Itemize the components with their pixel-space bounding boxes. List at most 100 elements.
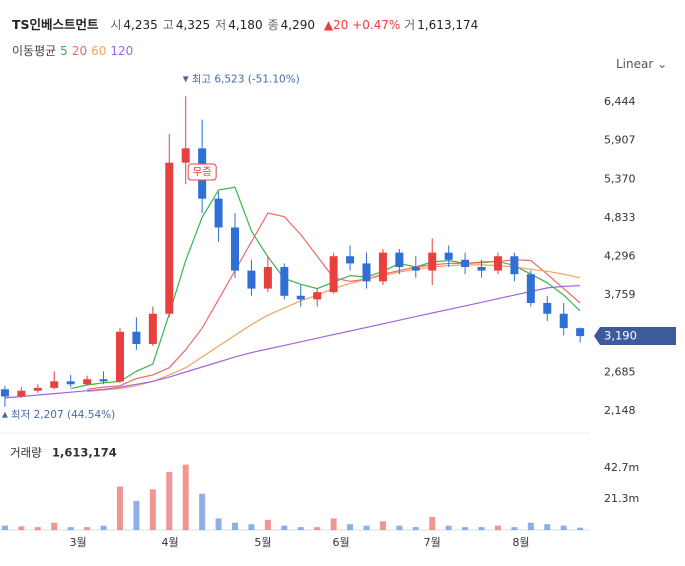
high-marker bbox=[182, 76, 189, 83]
candle-body bbox=[66, 381, 75, 385]
candle-body bbox=[83, 379, 92, 385]
candle-body bbox=[395, 252, 404, 268]
scale-button[interactable]: Linear ⌄ bbox=[616, 57, 668, 71]
volume-bar bbox=[330, 518, 337, 530]
scale-text: Linear bbox=[616, 57, 654, 71]
x-tick-label: 8월 bbox=[512, 536, 529, 549]
x-tick-label: 7월 bbox=[424, 536, 441, 549]
volume-bar bbox=[379, 521, 386, 530]
y-tick-label: 3,759 bbox=[604, 288, 636, 301]
candle-body bbox=[411, 267, 420, 271]
y-tick-label: 5,907 bbox=[604, 134, 636, 147]
volume-bar bbox=[84, 527, 91, 530]
candle-body bbox=[99, 379, 108, 382]
event-label: 무증 bbox=[192, 166, 212, 178]
quote-list: 시 4,235 고 4,325 저 4,180 종 4,290 bbox=[110, 18, 320, 32]
candle-body bbox=[263, 267, 272, 289]
candle-body bbox=[296, 295, 305, 300]
quote: 종 4,290 bbox=[268, 18, 315, 32]
volume-bar bbox=[412, 527, 419, 530]
candle-body bbox=[50, 381, 59, 388]
candle-body bbox=[559, 313, 568, 329]
candle-body bbox=[329, 256, 338, 293]
volume-bar bbox=[396, 525, 403, 530]
y-tick-label: 6,444 bbox=[604, 95, 636, 108]
quote-label: 시 bbox=[110, 18, 122, 32]
volume-bar bbox=[34, 527, 41, 530]
volume-value: 1,613,174 bbox=[417, 18, 479, 32]
volume-bar bbox=[67, 527, 74, 530]
last-price-label: 3,190 bbox=[604, 329, 637, 343]
candle-body bbox=[362, 263, 371, 282]
volume-title: 거래량 bbox=[10, 446, 42, 460]
volume-bar bbox=[478, 527, 485, 530]
volume-tick-label: 42.7m bbox=[604, 461, 639, 474]
candle-body bbox=[165, 162, 174, 314]
ma-legend: 이동평균 5 20 60 120 bbox=[12, 42, 137, 59]
candle-body bbox=[0, 389, 9, 397]
ma-line bbox=[70, 186, 581, 390]
x-tick-label: 6월 bbox=[332, 536, 349, 549]
candle-body bbox=[33, 387, 42, 391]
volume-bar bbox=[264, 519, 271, 530]
volume-bar bbox=[100, 525, 107, 530]
candle-body bbox=[576, 328, 585, 337]
ma-legend-item: 60 bbox=[91, 44, 107, 58]
candle-body bbox=[214, 198, 223, 228]
volume-bar bbox=[182, 464, 189, 530]
volume-value: 1,613,174 bbox=[52, 446, 117, 460]
volume-bar bbox=[149, 489, 156, 530]
volume-bar bbox=[494, 525, 501, 530]
quote: 고 4,325 bbox=[163, 18, 210, 32]
candle-body bbox=[428, 252, 437, 271]
candle-body bbox=[115, 331, 124, 382]
y-tick-label: 4,833 bbox=[604, 211, 636, 224]
candle-body bbox=[231, 227, 240, 271]
candle-body bbox=[181, 148, 190, 163]
ma-line bbox=[4, 285, 581, 399]
volume-bar bbox=[51, 522, 58, 530]
volume-bar bbox=[577, 527, 584, 530]
volume-bar bbox=[314, 527, 321, 530]
volume-bar bbox=[116, 486, 123, 530]
volume-bar bbox=[347, 524, 354, 530]
quote-value: 4,235 bbox=[123, 18, 158, 32]
volume-bar bbox=[429, 516, 436, 530]
quote-label: 종 bbox=[267, 18, 279, 32]
volume-bar bbox=[133, 500, 140, 530]
candle-body bbox=[247, 270, 256, 289]
change-pct: +0.47% bbox=[352, 18, 401, 32]
quote-label: 고 bbox=[162, 18, 174, 32]
quote-label: 저 bbox=[215, 18, 227, 32]
candle-body bbox=[378, 252, 387, 282]
candle-body bbox=[510, 256, 519, 275]
quote: 시 4,235 bbox=[110, 18, 157, 32]
y-tick-label: 2,685 bbox=[604, 365, 636, 378]
volume-bar bbox=[18, 526, 25, 530]
quote: 저 4,180 bbox=[215, 18, 262, 32]
x-tick-label: 3월 bbox=[70, 536, 87, 549]
candle-body bbox=[148, 313, 157, 344]
y-tick-label: 2,148 bbox=[604, 404, 636, 417]
volume-label: 거 bbox=[404, 18, 416, 32]
y-tick-label: 5,370 bbox=[604, 172, 636, 185]
candle-body bbox=[477, 267, 486, 271]
volume-bar bbox=[462, 527, 469, 530]
volume-bar bbox=[1, 525, 8, 530]
high-label: 최고 6,523 (-51.10%) bbox=[192, 73, 300, 85]
volume-bar bbox=[281, 525, 288, 530]
x-tick-label: 4월 bbox=[162, 536, 179, 549]
candle-body bbox=[543, 302, 552, 314]
ma-title: 이동평균 bbox=[12, 44, 57, 58]
volume-bar bbox=[232, 522, 239, 530]
volume-bar bbox=[297, 527, 304, 530]
volume-tick-label: 21.3m bbox=[604, 492, 639, 505]
volume-bar bbox=[544, 524, 551, 530]
candle-body bbox=[17, 390, 26, 397]
candle-body bbox=[280, 267, 289, 296]
volume-bar bbox=[560, 525, 567, 530]
volume-bar bbox=[445, 525, 452, 530]
change-value: 20 bbox=[333, 18, 349, 32]
